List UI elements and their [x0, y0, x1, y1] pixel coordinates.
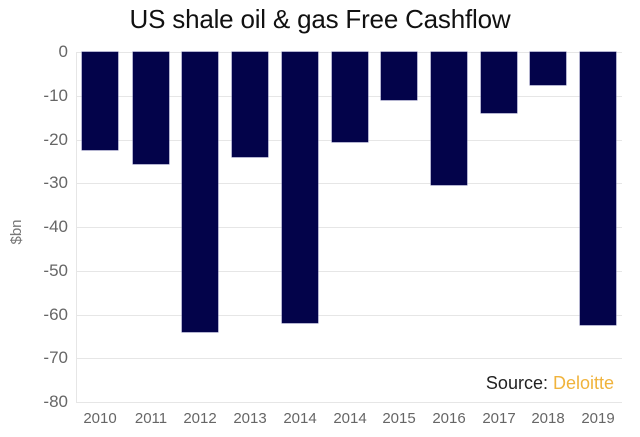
bar-2016 — [431, 52, 467, 186]
bar-2014 — [332, 52, 368, 142]
gridline — [76, 270, 622, 272]
bar-2018 — [530, 52, 566, 85]
bar-2011 — [133, 52, 169, 164]
plot-area — [76, 52, 622, 403]
source-annotation: Source: Deloitte — [486, 373, 614, 394]
y-tick-label: -50 — [43, 260, 68, 280]
x-tick-label: 2017 — [482, 410, 516, 427]
x-tick-label: 2019 — [581, 410, 615, 427]
x-tick-label: 2011 — [134, 410, 168, 427]
bar-2015 — [381, 52, 417, 101]
x-tick-label: 2014 — [283, 410, 317, 427]
bar-2010 — [82, 52, 118, 151]
x-tick-label: 2018 — [531, 410, 565, 427]
y-tick-label: -80 — [43, 392, 68, 411]
x-tick-label: 2012 — [183, 410, 217, 427]
x-tick-label: 2015 — [382, 410, 416, 427]
y-tick-label: -10 — [43, 85, 68, 105]
source-prefix: Source: — [485, 373, 553, 393]
bar-2014 — [282, 52, 318, 324]
y-tick-label: 0 — [58, 42, 68, 61]
gridline — [76, 314, 622, 316]
y-tick-label: -40 — [43, 217, 68, 236]
gridline — [76, 227, 622, 228]
x-tick-label: 2013 — [233, 410, 267, 427]
y-tick-label: -20 — [43, 129, 68, 149]
bar-2017 — [481, 52, 517, 114]
y-tick-label: -30 — [43, 173, 68, 193]
source-name: Deloitte — [552, 373, 614, 393]
y-tick-label: -70 — [43, 348, 68, 368]
chart-title: US shale oil & gas Free Cashflow — [129, 4, 511, 34]
gridline — [76, 358, 622, 360]
bar-2019 — [580, 52, 616, 326]
gridline — [76, 402, 622, 403]
bar-2013 — [232, 52, 268, 157]
x-tick-label: 2016 — [432, 410, 466, 427]
y-tick-label: -60 — [43, 304, 68, 324]
gridline — [76, 183, 622, 185]
x-tick-label: 2010 — [83, 410, 117, 427]
x-tick-label: 2014 — [333, 410, 367, 427]
bar-2012 — [182, 52, 218, 332]
